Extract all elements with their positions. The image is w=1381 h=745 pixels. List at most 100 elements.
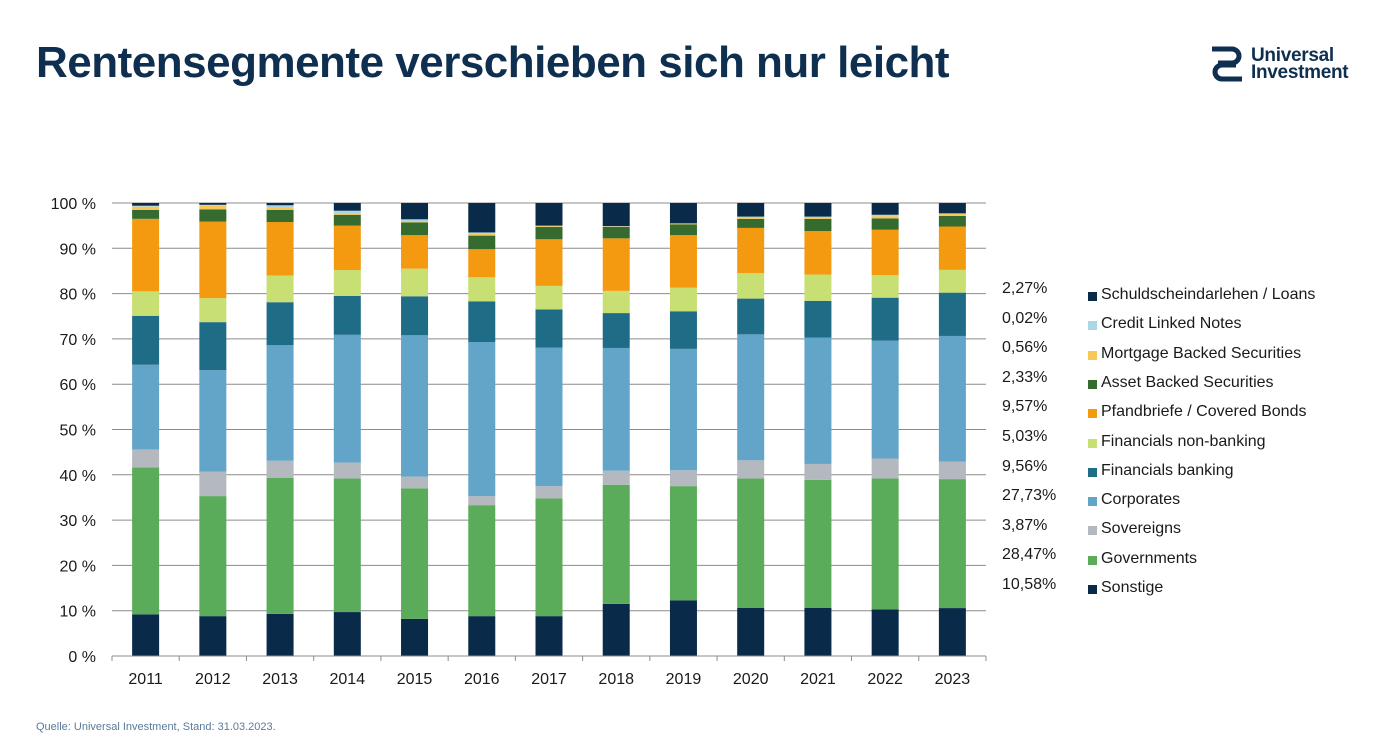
bar-segment	[468, 301, 496, 343]
bar-segment	[266, 460, 294, 478]
bar-segment	[333, 210, 361, 214]
bar-segment	[804, 337, 832, 464]
bar-segment	[871, 609, 899, 656]
bar-segment	[938, 335, 966, 462]
bar-segment	[199, 204, 227, 206]
x-tick-label: 2017	[531, 671, 567, 688]
bar-segment	[132, 467, 160, 615]
bar-segment	[266, 613, 294, 656]
bar-segment	[333, 462, 361, 479]
bar-segment	[871, 340, 899, 459]
bar-segment	[333, 334, 361, 463]
bar-segment	[669, 470, 697, 487]
x-tick-label: 2022	[867, 671, 903, 688]
x-tick-label: 2012	[195, 671, 231, 688]
segment-value-label: 9,57%	[1002, 398, 1048, 416]
bar-segment	[669, 600, 697, 656]
bar-segment	[804, 218, 832, 232]
bar-segment	[535, 486, 563, 499]
bar-segment	[468, 235, 496, 250]
bar-segment	[468, 616, 496, 656]
bar-segment	[132, 315, 160, 365]
page-title: Rentensegmente verschieben sich nur leic…	[36, 38, 950, 87]
bar-segment	[535, 616, 563, 656]
bar-segment	[737, 216, 765, 218]
bar-segment	[871, 214, 899, 217]
bar-segment	[669, 235, 697, 288]
bar-segment	[804, 300, 832, 338]
bar-segment	[938, 215, 966, 227]
bar-segment	[535, 285, 563, 310]
bar-segment	[199, 370, 227, 472]
bar-segment	[401, 296, 429, 336]
bar-segment	[602, 238, 630, 291]
bar-segment	[737, 218, 765, 228]
legend-swatch	[1088, 379, 1097, 389]
bar-segment	[132, 364, 160, 450]
bar-segment	[871, 478, 899, 610]
bar-segment	[804, 217, 832, 219]
segment-value-label: 0,56%	[1002, 339, 1048, 357]
bar-segment	[266, 209, 294, 223]
segment-value-label: 9,56%	[1002, 457, 1048, 475]
chart-axes: 0 % 10 % 20 % 30 % 40 % 50 % 60 % 70 % 80 % 90 % 1…	[51, 196, 987, 688]
bar-segment	[602, 290, 630, 314]
bar-segment	[333, 225, 361, 271]
bar-segment	[199, 496, 227, 617]
logo-line-2: Investment	[1251, 62, 1349, 83]
bar-segment	[132, 206, 160, 210]
bar-segment	[737, 203, 765, 217]
bar-segment	[468, 232, 496, 234]
bar-segment	[468, 342, 496, 497]
bar-segment	[266, 205, 294, 208]
bar-segment	[669, 348, 697, 471]
bar-segment	[602, 484, 630, 604]
segment-value-label: 10,58%	[1002, 576, 1057, 593]
bar-segment	[132, 205, 160, 207]
bar-segment	[737, 227, 765, 274]
bar-segment	[535, 309, 563, 348]
legend-swatch	[1088, 350, 1097, 360]
bar-segment	[132, 218, 160, 292]
segment-value-label: 28,47%	[1002, 546, 1057, 564]
x-tick-label: 2020	[733, 671, 769, 688]
legend-label: Mortgage Backed Securities	[1101, 344, 1302, 362]
bar-segment	[669, 224, 697, 236]
bar-segment	[669, 311, 697, 349]
bar-segment	[871, 275, 899, 298]
bar-segment	[602, 603, 630, 656]
bar-segment	[938, 203, 966, 214]
bar-segment	[535, 226, 563, 228]
bar-segment	[333, 213, 361, 215]
bar-segment	[938, 479, 966, 609]
bar-segment	[669, 287, 697, 312]
bar-segment	[333, 203, 361, 211]
bar-segment	[804, 231, 832, 275]
x-tick-label: 2023	[935, 671, 971, 688]
legend-label: Governments	[1101, 549, 1198, 567]
bar-segment	[468, 496, 496, 506]
bar-segment	[401, 335, 429, 477]
legend-label: Financials non-banking	[1101, 432, 1266, 450]
legend-label: Corporates	[1101, 491, 1181, 509]
bar-segment	[938, 269, 966, 293]
bar-segment	[468, 203, 496, 233]
bar-segment	[132, 291, 160, 316]
bar-segment	[871, 218, 899, 230]
bar-segment	[938, 226, 966, 270]
x-tick-label: 2013	[262, 671, 298, 688]
y-tick-label: 40 %	[60, 468, 96, 485]
legend-label: Credit Linked Notes	[1101, 315, 1242, 333]
legend-swatch	[1088, 585, 1097, 594]
bar-segment	[737, 273, 765, 299]
legend-label: Sonstige	[1101, 579, 1164, 596]
y-tick-label: 30 %	[60, 513, 96, 530]
bar-segment	[401, 268, 429, 297]
x-tick-label: 2014	[330, 671, 366, 688]
bar-segment	[804, 463, 832, 480]
legend-label: Asset Backed Securities	[1101, 373, 1274, 391]
y-tick-label: 20 %	[60, 558, 96, 575]
bar-segment	[333, 270, 361, 296]
bar-segment	[535, 498, 563, 617]
